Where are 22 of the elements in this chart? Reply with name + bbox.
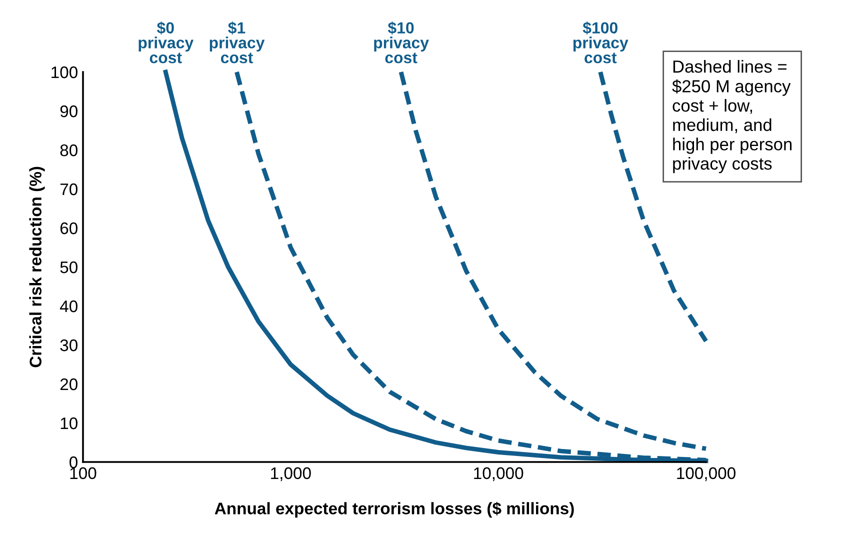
y-tick-label: 100 xyxy=(52,66,78,78)
annotation: $1 privacy cost xyxy=(210,22,265,64)
y-tick-label: 60 xyxy=(60,222,78,234)
y-tick-label: 10 xyxy=(60,417,78,430)
x-axis-title: Annual expected terrorism losses ($ millions) xyxy=(214,502,574,518)
y-axis-title: Critical risk reduction (%) xyxy=(29,166,45,368)
y-tick-label: 50 xyxy=(60,261,78,274)
x-tick-label: 100 xyxy=(70,467,96,480)
annotation: $10 privacy cost xyxy=(374,22,429,64)
y-tick-label: 40 xyxy=(60,300,78,312)
y-tick-label: 80 xyxy=(60,144,78,156)
y-tick-label: 20 xyxy=(60,378,78,390)
y-tick-label: 0 xyxy=(70,456,78,468)
y-tick-label: 70 xyxy=(60,183,78,196)
annotation: $100 privacy cost xyxy=(573,22,628,64)
x-tick-label: 100,000 xyxy=(677,467,736,482)
annotation: Dashed lines = $250 M agency cost + low, medium, and high per person privacy costs xyxy=(672,60,792,174)
x-tick-label: 10,000 xyxy=(474,467,524,482)
annotation: $0 privacy cost xyxy=(138,22,194,64)
y-tick-label: 90 xyxy=(60,105,78,118)
x-tick-label: 1,000 xyxy=(271,467,311,482)
y-tick-label: 30 xyxy=(60,339,78,352)
